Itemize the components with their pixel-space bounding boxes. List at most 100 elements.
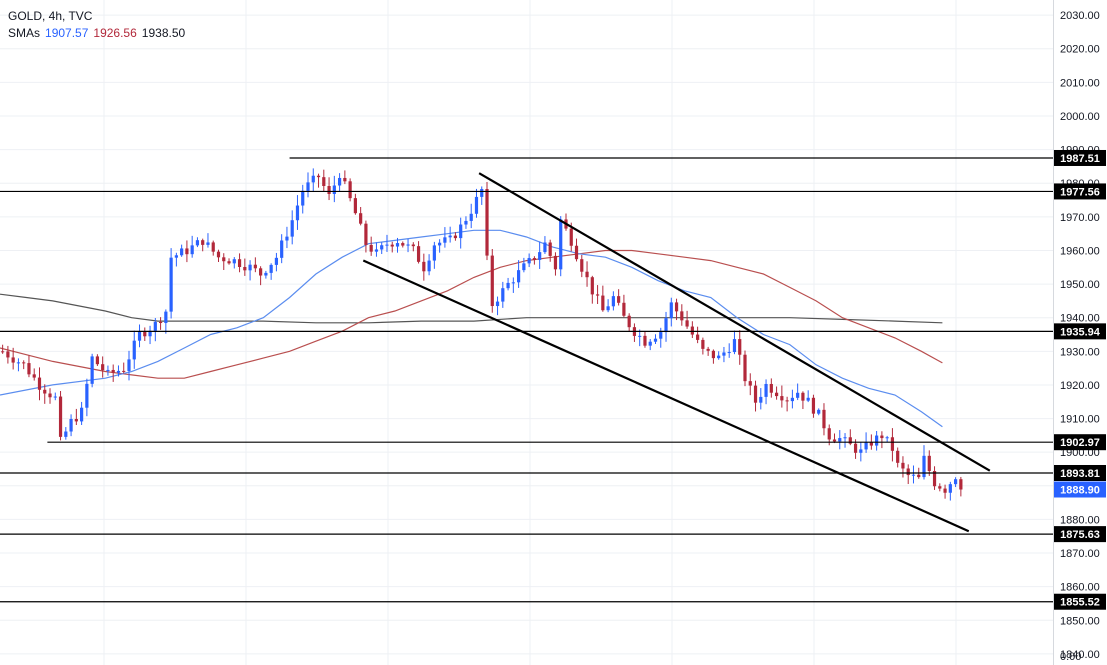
candle-body [32,374,36,378]
candle-body [206,242,210,245]
candle-body [16,362,21,364]
candle-body [580,259,584,272]
candle-body [759,396,763,403]
price-axis-tick-label: 1840.00 [1060,649,1100,661]
candle-body [480,189,484,197]
candle-body [332,185,336,194]
candle-body [137,331,142,341]
level-tag-bg [1054,526,1106,543]
candle-body [222,257,226,262]
candle-body [174,255,178,258]
candle-body [116,370,121,373]
candle-body [27,363,31,375]
price-axis-tick-label: 2020.00 [1060,44,1100,56]
horizontal-levels[interactable] [0,157,1053,603]
candle-body [548,242,552,256]
sma-row: SMAs 1907.57 1926.56 1938.50 [8,25,185,42]
candle-body [517,270,521,283]
candle-body [901,462,905,469]
sma-lines [0,229,943,428]
candle-body [543,242,547,253]
candle-body [522,263,526,271]
candle-body [448,235,452,238]
price-axis-tick-label: 1920.00 [1060,380,1100,392]
price-axis-tick-label: 1860.00 [1060,582,1100,594]
sma-fast-line [0,229,943,428]
candle-body [385,244,389,246]
candle-body [938,486,942,489]
candle-body [69,418,73,432]
candle-body [22,362,26,364]
level-tag: 1902.97 [1060,437,1100,449]
candle-body [680,311,684,321]
candle-body [11,357,15,363]
candle-body [64,431,68,437]
candle-body [485,189,489,256]
candle-body [906,468,910,476]
candle-body [890,437,895,451]
candle-body [696,334,700,340]
candle-body [148,330,152,337]
candle-body [158,321,163,324]
candle-body [796,392,800,398]
candle-body [806,397,810,401]
price-axis-tick-label: 1870.00 [1060,548,1100,560]
candle-body [690,326,694,335]
candle-body [611,296,615,307]
candle-body [490,255,494,307]
candle-body [569,228,573,246]
candle-body [390,244,394,247]
level-tag: 1893.81 [1060,468,1100,480]
price-axis-tick-label: 1950.00 [1060,279,1100,291]
price-axis-tick-label: 1960.00 [1060,245,1100,257]
candle-body [827,428,831,440]
price-axis-tick-label: 1910.00 [1060,414,1100,426]
candle-body [875,435,879,446]
candle-body [532,258,536,260]
candle-body [780,396,784,401]
candle-body [501,288,505,302]
candle-body [495,301,500,307]
price-axis-tick-label: 2010.00 [1060,77,1100,89]
candle-body [48,393,52,398]
price-axis-tick-label: 1970.00 [1060,212,1100,224]
candle-body [427,260,431,272]
candle-body [143,331,147,337]
level-tag-bg [1054,434,1106,451]
candle-body [917,474,921,478]
level-tag: 1935.94 [1060,326,1101,338]
candle-body [653,338,658,342]
last-price-tag-bg [1054,481,1106,498]
candle-body [453,235,458,239]
price-axis-tick-label: 1850.00 [1060,615,1100,627]
chart-grid [0,0,1053,665]
candle-body [85,383,89,408]
candle-body [348,181,352,199]
candle-body [374,249,379,252]
candle-body [295,205,300,221]
candle-body [290,220,294,237]
candle-body [790,397,794,402]
candle-body [559,219,563,270]
candle-body [959,479,963,490]
symbol-row: GOLD, 4h, TVC [8,8,185,25]
symbol-title: GOLD, 4h, TVC [8,9,93,23]
candle-body [701,339,705,349]
candle-body [53,396,57,398]
candle-body [769,383,773,393]
candle-body [953,479,958,485]
candle-body [527,258,531,264]
candle-body [369,244,373,252]
candle-body [948,484,952,493]
candle-body [595,294,600,296]
candle-body [727,352,731,354]
candle-body [838,438,842,442]
candle-body [811,397,816,414]
candle-body [743,354,747,382]
candle-body [306,182,310,191]
candle-body [638,335,642,337]
trendlines[interactable] [362,172,991,533]
candle-body [474,196,479,214]
candle-body [627,315,631,328]
